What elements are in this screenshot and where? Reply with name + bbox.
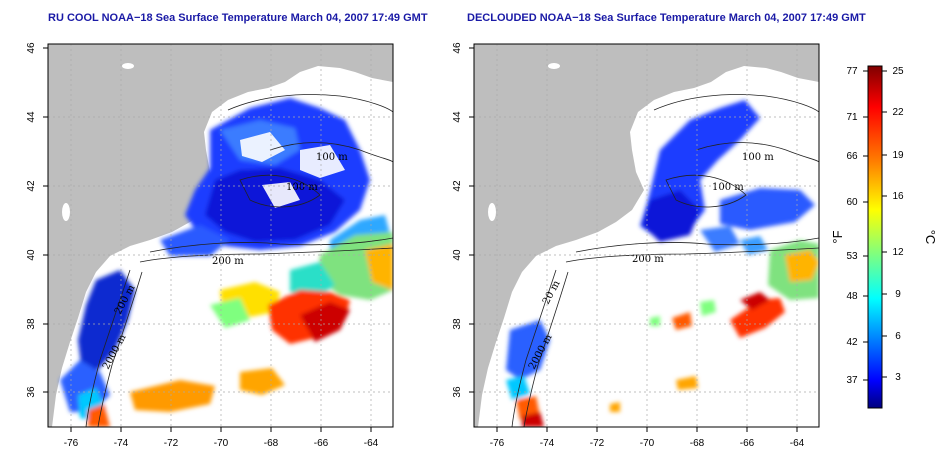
lon-tick-right: -64 <box>790 438 805 449</box>
colorbar-f-tick: 66 <box>846 151 858 162</box>
lon-tick-left: -68 <box>264 438 279 449</box>
colorbar-f-tick: 60 <box>846 197 858 208</box>
lat-tick-right: 46 <box>452 42 463 54</box>
lon-tick-right: -74 <box>540 438 555 449</box>
lat-tick-right: 44 <box>452 111 463 123</box>
contour-label-right-3: 200 m <box>632 254 664 265</box>
lon-tick-right: -66 <box>740 438 755 449</box>
graticule-left <box>48 44 393 427</box>
colorbar-c-tick: 9 <box>895 289 901 300</box>
sst-field-right <box>506 100 819 427</box>
colorbar-f-tick: 71 <box>846 112 858 123</box>
colorbar-c-tick: 6 <box>895 331 901 342</box>
lon-tick-left: -76 <box>64 438 79 449</box>
bathymetry-contours-left <box>85 94 393 427</box>
colorbar-f-tick: 42 <box>846 337 858 348</box>
lon-tick-right: -76 <box>490 438 505 449</box>
bathymetry-contours-right <box>511 94 819 427</box>
lon-tick-left: -74 <box>114 438 129 449</box>
lon-tick-right: -72 <box>590 438 605 449</box>
lat-tick-left: 36 <box>26 386 37 398</box>
graticule-right <box>474 44 819 427</box>
right-map-content: 100 m 100 m 200 m 20 m 2000 m <box>474 44 819 427</box>
colorbar-c-tick: 25 <box>892 66 904 77</box>
lat-tick-left: 46 <box>26 42 37 54</box>
colorbar-unit-celsius: °C <box>923 230 938 245</box>
lon-tick-right: -68 <box>690 438 705 449</box>
lat-tick-right: 42 <box>452 180 463 192</box>
lat-tick-left: 40 <box>26 249 37 261</box>
contour-label-left-1: 100 m <box>316 152 348 163</box>
lon-tick-left: -66 <box>314 438 329 449</box>
contour-label-left-3: 200 m <box>212 256 244 267</box>
colorbar-f-tick: 37 <box>846 375 858 386</box>
colorbar-f-tick: 53 <box>846 251 858 262</box>
colorbar-f-tick: 77 <box>846 66 858 77</box>
contour-label-right-2: 100 m <box>712 182 744 193</box>
land-mass <box>474 44 819 427</box>
lat-tick-left: 42 <box>26 180 37 192</box>
map-title-left: RU COOL NOAA−18 Sea Surface Temperature … <box>48 12 428 24</box>
lat-tick-left: 38 <box>26 318 37 330</box>
colorbar-c-tick: 22 <box>892 107 904 118</box>
lat-tick-left: 44 <box>26 111 37 123</box>
colorbar-c-tick: 19 <box>892 150 904 161</box>
left-map-panel: 100 m 100 m 200 m 200 m 2000 m <box>26 42 394 449</box>
lon-tick-left: -70 <box>214 438 229 449</box>
lat-tick-right: 36 <box>452 386 463 398</box>
lon-tick-left: -72 <box>164 438 179 449</box>
right-map-panel: 100 m 100 m 200 m 20 m 2000 m <box>452 42 820 449</box>
lon-tick-left: -64 <box>364 438 379 449</box>
contour-label-right-1: 100 m <box>742 152 774 163</box>
lat-tick-right: 40 <box>452 249 463 261</box>
colorbar: 77 71 66 60 53 48 42 37 25 22 19 16 12 9… <box>830 65 938 409</box>
lat-tick-right: 38 <box>452 318 463 330</box>
colorbar-unit-fahrenheit: °F <box>830 230 845 243</box>
colorbar-c-tick: 3 <box>895 372 901 383</box>
colorbar-f-tick: 48 <box>846 291 858 302</box>
contour-label-left-2: 100 m <box>286 182 318 193</box>
colorbar-c-tick: 16 <box>892 191 904 202</box>
colorbar-c-tick: 12 <box>892 247 904 258</box>
lon-tick-right: -70 <box>640 438 655 449</box>
colorbar-gradient <box>867 65 883 409</box>
left-map-content: 100 m 100 m 200 m 200 m 2000 m <box>48 44 393 427</box>
map-title-right: DECLOUDED NOAA−18 Sea Surface Temperatur… <box>467 12 866 24</box>
land-mass <box>48 44 393 427</box>
